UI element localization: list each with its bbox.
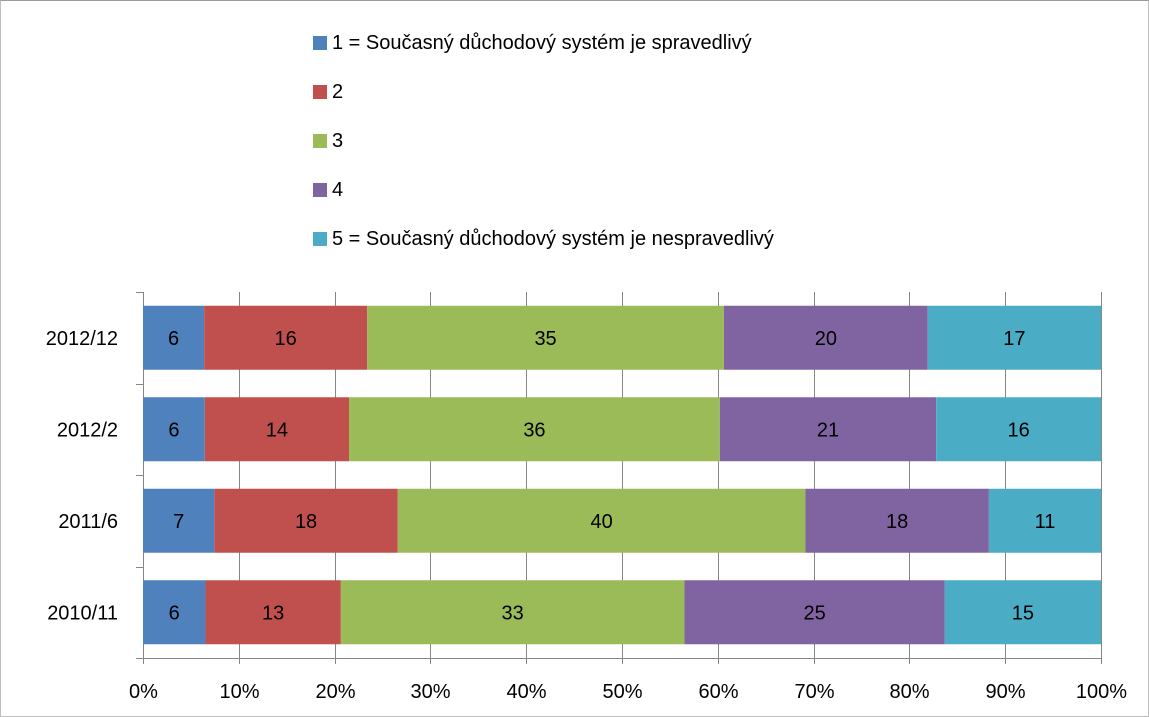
bar-segment xyxy=(204,397,350,462)
data-label: 18 xyxy=(295,511,317,533)
bar-segment xyxy=(936,397,1101,462)
data-label: 33 xyxy=(502,602,524,624)
bar-segment xyxy=(944,580,1101,645)
bar-segment xyxy=(719,397,937,462)
data-label: 6 xyxy=(168,419,179,441)
bar-segment xyxy=(143,305,205,370)
bar-segment xyxy=(143,488,215,553)
data-label: 13 xyxy=(262,602,284,624)
bar-segment xyxy=(214,488,398,553)
x-tick-label: 100% xyxy=(1076,681,1127,703)
legend-item: 3 xyxy=(313,128,343,154)
data-label: 17 xyxy=(1003,328,1025,350)
legend-label: 3 xyxy=(332,129,344,152)
x-tick-label: 0% xyxy=(129,681,158,703)
legend-swatch xyxy=(313,134,327,148)
bar-segment xyxy=(143,580,206,645)
bar-segment xyxy=(927,305,1101,370)
legend-swatch xyxy=(313,85,327,99)
data-label: 15 xyxy=(1012,602,1034,624)
bar-segment xyxy=(684,580,945,645)
legend-item: 1 = Současný důchodový systém je spraved… xyxy=(313,30,752,56)
data-label: 11 xyxy=(1035,511,1056,533)
bar-segment xyxy=(340,580,685,645)
bar-segment xyxy=(367,305,724,370)
x-tick-label: 80% xyxy=(889,681,929,703)
data-label: 20 xyxy=(815,328,837,350)
data-label: 21 xyxy=(817,419,839,441)
data-label: 25 xyxy=(804,602,826,624)
legend-label: 5 = Současný důchodový systém je nesprav… xyxy=(332,227,774,250)
x-tick-label: 30% xyxy=(410,681,450,703)
x-tick-label: 90% xyxy=(985,681,1025,703)
category-label: 2012/2 xyxy=(57,419,118,441)
data-label: 18 xyxy=(886,511,908,533)
bar-segment xyxy=(805,488,989,553)
x-tick-label: 10% xyxy=(219,681,259,703)
bar-segment xyxy=(204,305,368,370)
data-label: 35 xyxy=(534,328,556,350)
x-tick-label: 70% xyxy=(794,681,834,703)
bar-segment xyxy=(143,397,205,462)
category-label: 2011/6 xyxy=(58,511,118,533)
legend-label: 1 = Současný důchodový systém je spraved… xyxy=(332,31,752,54)
data-label: 16 xyxy=(275,328,297,350)
legend-item: 5 = Současný důchodový systém je nesprav… xyxy=(313,226,774,252)
bar-segment xyxy=(988,488,1101,553)
x-tick-label: 60% xyxy=(698,681,738,703)
legend-swatch xyxy=(313,183,327,197)
legend-item: 2 xyxy=(313,79,343,105)
x-tick-label: 40% xyxy=(506,681,546,703)
legend-swatch xyxy=(313,232,327,246)
data-label: 6 xyxy=(168,328,179,350)
x-tick-label: 50% xyxy=(602,681,642,703)
data-label: 36 xyxy=(523,419,545,441)
legend-label: 4 xyxy=(332,178,344,201)
x-tick-label: 20% xyxy=(315,681,355,703)
data-label: 7 xyxy=(173,511,184,533)
data-label: 14 xyxy=(266,419,288,441)
bar-segment xyxy=(205,580,341,645)
legend-item: 4 xyxy=(313,177,343,203)
bar-segment xyxy=(349,397,720,462)
bar-segment xyxy=(723,305,928,370)
bar-segment xyxy=(397,488,806,553)
legend-swatch xyxy=(313,36,327,50)
category-label: 2012/12 xyxy=(46,328,118,350)
data-label: 40 xyxy=(590,511,612,533)
category-label: 2010/11 xyxy=(47,602,118,624)
data-label: 16 xyxy=(1007,419,1029,441)
data-label: 6 xyxy=(169,602,180,624)
legend-label: 2 xyxy=(332,80,344,103)
